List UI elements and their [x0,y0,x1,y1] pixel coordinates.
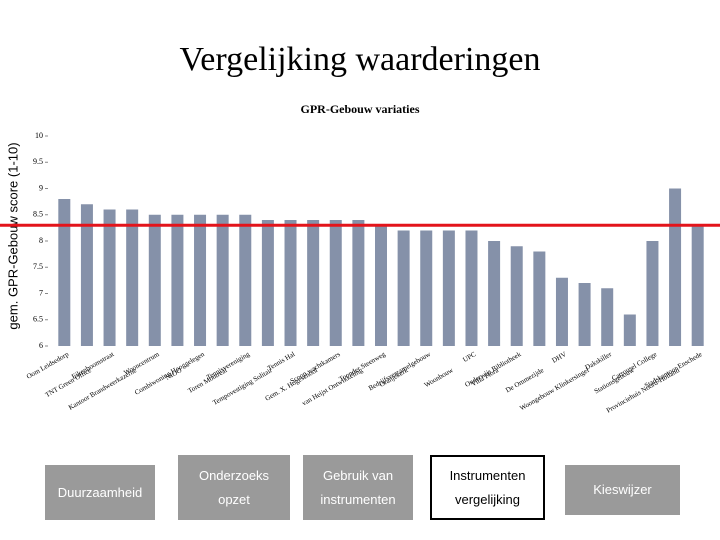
y-tick-label: 9.5 [33,157,43,166]
bar [80,204,93,346]
bar [148,214,161,346]
bar [533,251,546,346]
nav-button[interactable]: Onderzoeks opzet [178,455,290,520]
nav-label: Duurzaamheid [57,484,143,500]
nav-label: Kieswijzer [593,482,652,497]
nav-label: Instrumenten [449,467,526,483]
bar [261,220,274,346]
y-axis-label: gem. GPR-Gebouw score (1-10) [5,142,20,329]
bar [307,220,320,346]
bar [239,214,252,346]
y-tick-label: 7.5 [33,262,43,271]
nav-label: vergelijking [454,491,521,507]
x-tick-label: UPC [461,350,477,364]
bar [646,241,659,346]
bar [126,209,139,346]
bar [465,230,478,346]
x-tick-label: Eikenboomstraat [70,350,115,381]
y-tick-label: 6 [39,341,43,350]
slide-title: Vergelijking waarderingen [180,41,541,78]
x-tick-label: De Ommezijde [504,366,545,394]
nav-label: Onderzoeks [198,467,270,483]
bar [623,314,636,346]
nav-label: instrumenten [320,491,396,507]
x-tick-label: Tennisvereniging [205,350,251,381]
bar [601,288,614,346]
x-tick-label: Woonbouw [423,366,456,389]
bar [397,230,410,346]
nav-button[interactable]: Kieswijzer [565,465,680,515]
bar [194,214,207,346]
bar [58,199,71,346]
x-tick-label: Scoop wachtkamers [289,350,342,385]
y-tick-label: 8.5 [33,210,43,219]
x-tick-label: Oom Leidsedorp [25,350,70,381]
bar [488,241,501,346]
x-tick-label: Dakskiller [584,350,614,372]
x-tick-label: Wooncentrum [122,350,161,377]
y-tick-label: 7 [39,288,43,297]
bar [216,214,229,346]
bar [555,277,568,346]
y-tick-label: 6.5 [33,315,43,324]
bar [375,225,387,346]
bar [284,220,297,346]
y-tick-label: 9 [39,183,43,192]
bar [420,230,433,346]
bar [669,188,682,346]
bar [171,214,184,346]
x-tick-label: Tennis Hal [266,350,296,372]
bar [510,246,523,346]
nav-label: Gebruik van [322,467,394,483]
y-tick-label: 8 [39,236,43,245]
y-tick-label: 10 [35,131,43,140]
x-tick-label: DHV [551,350,568,365]
bar [442,230,455,346]
nav-button[interactable]: Gebruik van instrumenten [303,455,413,520]
nav-label: opzet [218,491,250,507]
nav-button[interactable]: Instrumenten vergelijking [430,455,545,520]
bar [352,220,365,346]
chart-title: GPR-Gebouw variaties [301,102,420,116]
bar [103,209,116,346]
bar [578,283,591,346]
bar [691,225,704,346]
nav-button[interactable]: Duurzaamheid [45,465,155,520]
bar [329,220,342,346]
